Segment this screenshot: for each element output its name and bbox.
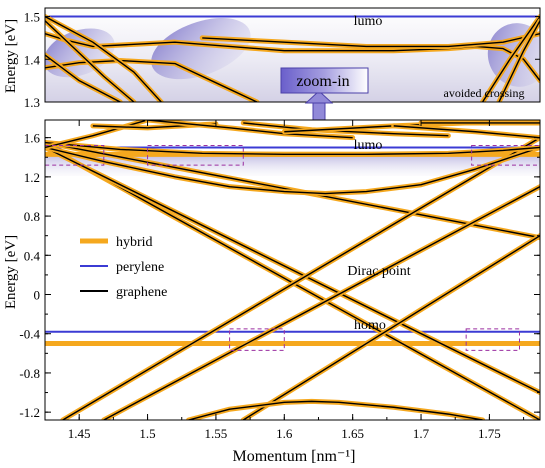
main-panel-frame xyxy=(44,119,541,421)
main-band-14-graphene xyxy=(393,125,540,139)
main-band-3-graphene xyxy=(62,137,540,420)
top-curve-layer xyxy=(45,14,540,102)
legend: hybrid perylene graphene xyxy=(80,235,167,300)
x-tick-label-1: 1.5 xyxy=(139,426,155,441)
main-band-7-graphene xyxy=(45,141,540,156)
top-lumo-label: lumo xyxy=(354,14,383,29)
top-graphene-line-1-graphene xyxy=(45,15,162,102)
zoom-arrow-head xyxy=(304,90,334,104)
x-tick-label-6: 1.75 xyxy=(478,426,501,441)
zoom-in-label: zoom-in xyxy=(296,73,349,90)
x-tick-label-5: 1.7 xyxy=(413,426,430,441)
dashed-region-0 xyxy=(45,144,105,166)
top-hybrid-lower-graphene xyxy=(45,59,258,102)
main-curve-layer xyxy=(45,120,540,420)
top-graphene-line-4-graphene xyxy=(481,16,540,102)
y-tick-label-0: -1.2 xyxy=(19,405,40,420)
legend-perylene-label: perylene xyxy=(116,260,164,275)
y-tick-label-4: 0.4 xyxy=(24,248,41,263)
legend-graphene-label: graphene xyxy=(116,285,167,300)
x-tick-label-2: 1.55 xyxy=(205,426,228,441)
dirac-point-label: Dirac point xyxy=(347,264,410,279)
y-tick-label-7: 1.6 xyxy=(24,131,41,146)
main-band-5-graphene xyxy=(242,235,540,420)
top-y-axis-label: Energy [eV] xyxy=(3,19,19,93)
homo-label: homo xyxy=(354,318,386,333)
x-tick-label-3: 1.6 xyxy=(276,426,293,441)
top-panel-frame xyxy=(44,7,541,103)
top-panel: 1.3 1.4 1.5 lumo avoided crossing Energy [… xyxy=(3,7,541,110)
top-graphene-line-2-graphene xyxy=(45,54,121,102)
main-axes: -1.2 -0.8 -0.4 0 0.4 0.8 1.2 1.6 1.45 1.5 1.55 1.6 1… xyxy=(19,120,540,441)
top-graphene-line-3-graphene xyxy=(202,32,540,48)
top-graphene-line-0-graphene xyxy=(45,20,135,102)
x-tick-label-0: 1.45 xyxy=(68,426,91,441)
y-tick-label-5: 0.8 xyxy=(24,209,40,224)
main-band-4-graphene xyxy=(103,186,540,420)
zoom-in-box xyxy=(280,67,369,94)
main-band-2-graphene xyxy=(45,146,540,394)
main-y-axis-label: Energy [eV] xyxy=(3,235,19,309)
main-band-12-graphene xyxy=(243,122,449,137)
main-band-11-graphene xyxy=(147,120,353,139)
dashed-region-1 xyxy=(147,144,244,166)
top-graphene-line-5-graphene xyxy=(498,20,540,102)
main-lumo-label: lumo xyxy=(354,138,383,153)
y-tick-label-1: -0.8 xyxy=(19,366,40,381)
main-panel: -1.2 -0.8 -0.4 0 0.4 0.8 1.2 1.6 1.45 1.5 1.55 1.6 1… xyxy=(3,119,541,465)
main-band-6-graphene xyxy=(45,146,540,195)
legend-hybrid-label: hybrid xyxy=(116,235,153,250)
y-tick-label-6: 1.2 xyxy=(24,170,40,185)
top-y-axis: 1.3 1.4 1.5 xyxy=(24,10,540,110)
x-tick-label-4: 1.65 xyxy=(341,426,364,441)
top-y-tick-label-0: 1.3 xyxy=(24,95,40,110)
dashed-region-4 xyxy=(465,328,520,351)
avoided-crossing-label: avoided crossing xyxy=(444,86,525,100)
x-axis-label: Momentum [nm⁻¹] xyxy=(232,448,355,465)
top-y-tick-label-2: 1.5 xyxy=(24,10,40,25)
main-band-8-graphene xyxy=(188,400,483,420)
y-tick-label-2: -0.4 xyxy=(19,327,40,342)
y-tick-label-3: 0 xyxy=(34,288,41,303)
dashed-region-3 xyxy=(229,328,285,351)
top-y-tick-label-1: 1.4 xyxy=(24,52,41,67)
